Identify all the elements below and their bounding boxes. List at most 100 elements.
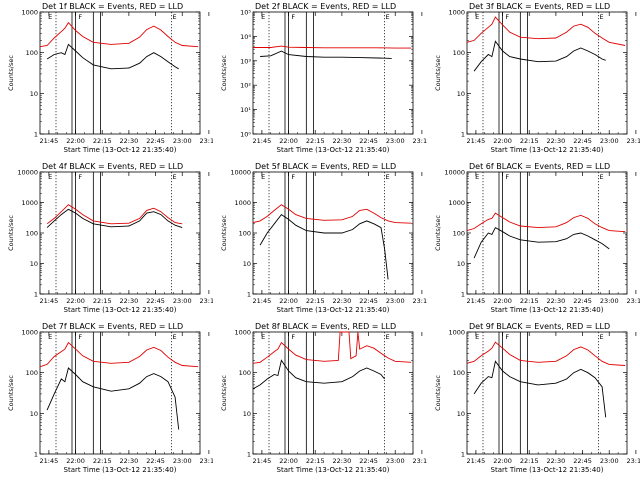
lld-series-line	[466, 212, 625, 233]
y-tick-label: 1	[34, 451, 38, 459]
interval-marker-label: E	[386, 173, 390, 181]
x-tick-label: 21:45	[466, 137, 485, 145]
panel-title: Det 2f BLACK = Events, RED = LLD	[255, 2, 396, 11]
interval-marker-label: F	[292, 173, 296, 181]
x-tick-label: 21:45	[466, 297, 485, 305]
x-tick-label: 23:00	[600, 137, 619, 145]
x-tick-label: 22:30	[546, 457, 565, 465]
y-tick-label: 10000	[231, 169, 252, 177]
interval-marker-label: E	[261, 333, 265, 341]
events-series-line	[473, 226, 610, 259]
x-tick-label: 21:45	[253, 457, 272, 465]
interval-marker-label: E	[48, 333, 52, 341]
interval-marker-label: F	[78, 173, 82, 181]
x-tick-label: 23:00	[600, 297, 619, 305]
events-series-line	[473, 360, 606, 418]
y-tick-label: 100	[452, 230, 464, 238]
y-tick-label: 10²	[240, 82, 251, 90]
interval-marker-label: E	[599, 13, 603, 21]
events-series-line	[46, 208, 183, 229]
panel-det-5: Det 5f BLACK = Events, RED = LLD 1 10 100 10…	[220, 162, 427, 314]
x-axis-label: Start Time (13-Oct-12 21:35:40)	[490, 466, 603, 474]
x-axis-label: Start Time (13-Oct-12 21:35:40)	[277, 146, 390, 154]
x-tick-label: 23:00	[600, 457, 619, 465]
x-tick-label: 22:00	[66, 137, 85, 145]
panel-title: Det 4f BLACK = Events, RED = LLD	[42, 162, 183, 171]
x-tick-label: 23:00	[386, 297, 405, 305]
y-tick-label: 1	[247, 451, 251, 459]
x-tick-label: 22:15	[520, 137, 539, 145]
y-tick-label: 10	[456, 260, 464, 268]
events-series-line	[260, 213, 389, 280]
x-tick-label: 22:00	[66, 297, 85, 305]
x-tick-label: 23:15	[413, 297, 427, 305]
interval-marker-label: E	[475, 333, 479, 341]
x-tick-label: 23:15	[626, 457, 640, 465]
y-tick-label: 1	[461, 131, 465, 139]
x-tick-label: 22:00	[493, 297, 512, 305]
interval-marker-label: E	[48, 13, 52, 21]
x-tick-label: 22:45	[360, 457, 379, 465]
panel-title: Det 8f BLACK = Events, RED = LLD	[255, 322, 396, 331]
y-tick-label: 10	[456, 90, 464, 98]
panel-det-7: Det 7f BLACK = Events, RED = LLD 1 10 100 10…	[7, 322, 213, 474]
y-tick-label: 1	[461, 451, 465, 459]
x-tick-label: 22:00	[280, 457, 299, 465]
plot-frame	[39, 11, 201, 135]
x-tick-label: 22:30	[333, 457, 352, 465]
x-tick-label: 22:15	[93, 297, 112, 305]
plot-frame	[39, 331, 201, 455]
x-tick-label: 22:15	[520, 457, 539, 465]
lld-series-line	[46, 204, 183, 225]
y-tick-label: 10⁴	[240, 33, 251, 41]
x-axis-label: Start Time (13-Oct-12 21:35:40)	[64, 466, 177, 474]
y-tick-label: 1000	[448, 9, 465, 17]
x-tick-label: 22:45	[573, 457, 592, 465]
interval-marker-label: F	[78, 13, 82, 21]
x-tick-label: 23:15	[626, 137, 640, 145]
y-tick-label: 10	[30, 410, 38, 418]
interval-marker-label: E	[173, 13, 177, 21]
interval-marker-label: E	[48, 173, 52, 181]
x-tick-label: 22:30	[120, 137, 139, 145]
panel-det-8: Det 8f BLACK = Events, RED = LLD 1 10 100 10…	[220, 322, 426, 474]
y-tick-label: 1000	[21, 329, 38, 337]
events-series-line	[46, 43, 179, 70]
x-tick-label: 22:45	[573, 137, 592, 145]
y-tick-label: 1	[247, 291, 251, 299]
y-tick-label: 1000	[235, 329, 252, 337]
y-tick-label: 10³	[240, 57, 251, 65]
lld-series-line	[253, 331, 412, 364]
x-tick-label: 21:45	[40, 297, 59, 305]
x-tick-label: 22:45	[146, 457, 165, 465]
events-series-line	[253, 359, 386, 390]
y-axis-label: Counts/sec	[220, 375, 228, 411]
y-tick-label: 1	[461, 291, 465, 299]
panel-title: Det 9f BLACK = Events, RED = LLD	[469, 322, 610, 331]
x-tick-label: 22:00	[493, 457, 512, 465]
y-tick-label: 1000	[21, 9, 38, 17]
x-axis-label: Start Time (13-Oct-12 21:35:40)	[64, 306, 177, 314]
x-tick-label: 22:00	[493, 137, 512, 145]
plot-frame	[252, 331, 414, 455]
interval-marker-label: F	[78, 333, 82, 341]
x-tick-label: 22:15	[93, 457, 112, 465]
x-tick-label: 22:30	[546, 137, 565, 145]
lld-series-line	[39, 341, 199, 368]
panel-det-4: Det 4f BLACK = Events, RED = LLD 1 10 100 10…	[7, 162, 213, 314]
y-axis-label: Counts/sec	[220, 55, 228, 91]
x-tick-label: 22:15	[306, 297, 325, 305]
lld-series-line	[39, 21, 199, 48]
x-tick-label: 22:45	[360, 137, 379, 145]
y-tick-label: 1000	[448, 199, 465, 207]
x-tick-label: 23:15	[413, 137, 427, 145]
lld-series-line	[466, 341, 625, 366]
x-tick-label: 23:00	[386, 457, 405, 465]
y-tick-label: 1	[34, 131, 38, 139]
y-axis-label: Counts/sec	[434, 375, 442, 411]
panel-title: Det 6f BLACK = Events, RED = LLD	[469, 162, 610, 171]
y-tick-label: 10	[30, 260, 38, 268]
x-tick-label: 23:00	[386, 137, 405, 145]
x-tick-label: 23:00	[173, 137, 192, 145]
x-tick-label: 21:45	[466, 457, 485, 465]
